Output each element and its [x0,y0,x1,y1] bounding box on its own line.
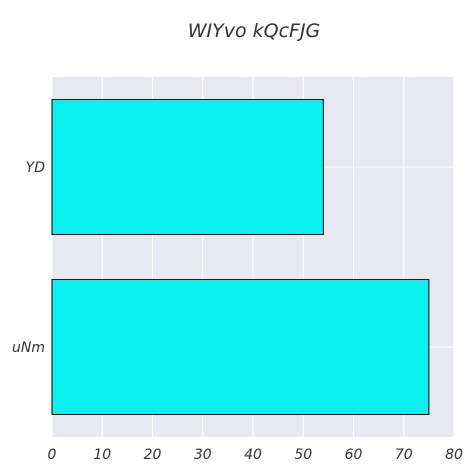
bar-YD [51,99,324,235]
x-tick-label: 0 [48,447,57,463]
x-tick-label: 20 [144,447,162,463]
chart-title: WIYvo kQcFJG [188,20,321,42]
y-tick-label: uNm [12,340,45,356]
x-tick-label: 30 [194,447,212,463]
x-tick-label: 60 [345,447,363,463]
x-tick-label: 40 [244,447,262,463]
x-tick-label: 70 [395,447,413,463]
x-tick-labels: 0 10 20 30 40 50 60 70 80 [48,447,463,463]
y-tick-label: YD [26,160,46,176]
x-tick-label: 50 [294,447,312,463]
bars [51,99,430,415]
y-tick-labels: YD uNm [12,160,45,356]
x-tick-label: 10 [93,447,111,463]
bar-uNm [51,279,430,415]
x-tick-label: 80 [445,447,463,463]
